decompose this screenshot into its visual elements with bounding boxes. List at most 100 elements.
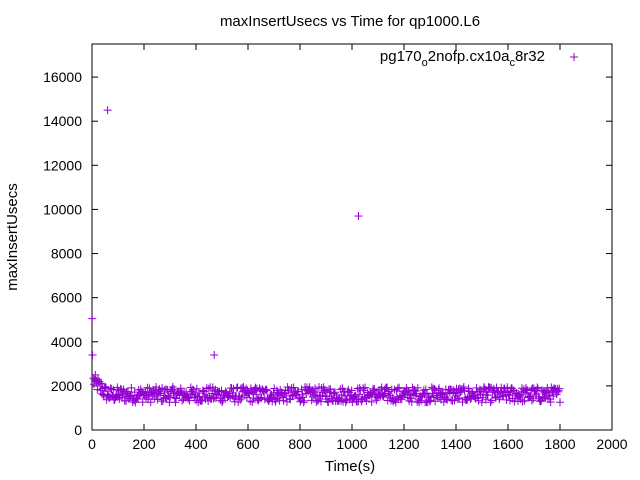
legend-marker-symbol	[570, 53, 578, 61]
data-point	[520, 396, 529, 405]
data-point	[203, 393, 212, 402]
data-point	[268, 393, 277, 402]
data-point	[341, 392, 350, 401]
data-point	[262, 385, 271, 394]
legend-label: pg170o2nofp.cx10ac8r32	[380, 48, 545, 69]
data-point	[172, 394, 181, 403]
y-tick-label: 8000	[51, 246, 82, 262]
data-point	[485, 384, 494, 393]
data-point	[342, 396, 351, 405]
data-point	[248, 398, 257, 407]
data-point	[555, 384, 564, 393]
data-point	[330, 389, 339, 398]
data-point	[198, 386, 207, 395]
data-point	[185, 396, 194, 405]
data-point	[218, 397, 227, 406]
data-point	[252, 390, 261, 399]
data-point	[384, 389, 393, 398]
data-point	[435, 384, 444, 393]
data-point	[101, 382, 110, 391]
data-point	[443, 389, 452, 398]
data-point	[313, 396, 322, 405]
data-points	[88, 106, 564, 407]
data-point	[300, 396, 309, 405]
data-point	[271, 397, 280, 406]
y-tick-label: 14000	[43, 113, 82, 129]
data-point	[236, 395, 245, 404]
y-tick-label: 16000	[43, 69, 82, 85]
data-point	[549, 392, 558, 401]
data-point	[556, 398, 564, 407]
outlier-point	[354, 212, 363, 221]
data-point	[273, 390, 282, 399]
data-point	[296, 397, 305, 406]
outlier-point	[210, 351, 219, 360]
data-point	[168, 383, 177, 392]
data-point	[350, 392, 359, 401]
data-point	[465, 392, 474, 401]
data-point	[146, 398, 155, 407]
data-point	[109, 385, 118, 394]
x-axis-label: Time(s)	[325, 458, 375, 475]
data-point	[228, 388, 237, 397]
data-point	[330, 388, 339, 397]
data-point	[518, 397, 527, 406]
data-point	[262, 386, 271, 395]
data-point	[148, 392, 157, 401]
data-point	[474, 396, 483, 405]
x-tick-label: 800	[288, 436, 312, 452]
data-point	[395, 383, 404, 392]
data-point	[91, 370, 100, 379]
data-point	[523, 386, 532, 395]
data-point	[138, 398, 147, 407]
data-point	[235, 392, 244, 401]
data-point	[320, 386, 329, 395]
data-point	[481, 395, 490, 404]
data-point	[398, 392, 407, 401]
x-tick-label: 0	[88, 436, 96, 452]
data-point	[503, 383, 512, 392]
data-point	[204, 384, 213, 393]
data-point	[417, 396, 426, 405]
data-point	[156, 387, 165, 396]
data-point	[361, 383, 370, 392]
data-point	[96, 386, 105, 395]
data-point	[229, 384, 238, 393]
data-point	[442, 394, 451, 403]
x-tick-label: 200	[132, 436, 156, 452]
data-point	[113, 383, 122, 392]
data-point	[536, 397, 545, 406]
data-point	[170, 393, 179, 402]
data-point	[367, 397, 376, 406]
legend: pg170o2nofp.cx10ac8r32	[380, 48, 578, 69]
data-point	[156, 389, 165, 398]
data-point	[134, 395, 143, 404]
data-point	[127, 383, 136, 392]
data-point	[217, 386, 226, 395]
data-point	[527, 396, 536, 405]
data-point	[486, 398, 495, 407]
data-point	[393, 384, 402, 393]
y-tick-label: 12000	[43, 157, 82, 173]
data-point	[487, 396, 496, 405]
data-point	[338, 384, 347, 393]
data-point	[362, 397, 371, 406]
data-point	[230, 394, 239, 403]
data-point	[107, 384, 116, 393]
data-point	[498, 392, 507, 401]
data-point	[379, 391, 388, 400]
y-axis-label: maxInsertUsecs	[4, 183, 21, 291]
data-point	[143, 383, 152, 392]
data-point	[192, 384, 201, 393]
y-tick-label: 2000	[51, 378, 82, 394]
data-point	[347, 386, 356, 395]
y-axis: 0 2000 4000 6000 8000 10000 12000 14000 16000	[43, 69, 612, 438]
x-tick-label: 2000	[596, 436, 627, 452]
data-point	[326, 385, 335, 394]
data-point	[533, 384, 542, 393]
data-point	[272, 394, 281, 403]
data-point	[164, 391, 173, 400]
data-point	[491, 393, 500, 402]
data-point	[184, 394, 193, 403]
data-point	[553, 387, 562, 396]
